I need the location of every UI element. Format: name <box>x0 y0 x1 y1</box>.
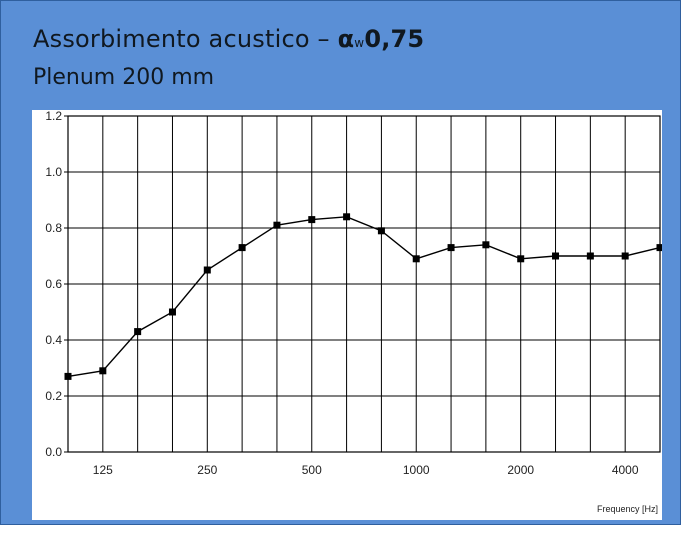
title-value: 0,75 <box>364 25 425 53</box>
x-tick-label: 1000 <box>403 463 430 477</box>
x-tick-label: 250 <box>197 463 217 477</box>
data-point-marker <box>482 241 490 249</box>
plot-area: 0.0 0.2 0.4 0.6 0.8 1.0 1.2 125 250 500 1000 2000 40… <box>32 110 662 520</box>
data-point-marker <box>203 266 211 274</box>
line-chart: 0.0 0.2 0.4 0.6 0.8 1.0 1.2 125 250 500 1000 2000 40… <box>45 110 662 514</box>
x-tick-label: 125 <box>93 463 113 477</box>
y-tick-label: 1.2 <box>45 110 62 123</box>
data-point-marker <box>552 252 560 260</box>
y-tick-label: 0.8 <box>45 221 62 235</box>
x-tick-label: 4000 <box>612 463 639 477</box>
y-tick-label: 1.0 <box>45 165 62 179</box>
y-tick-label: 0.2 <box>45 389 62 403</box>
y-tick-label: 0.0 <box>45 445 62 459</box>
plot-border <box>67 115 661 453</box>
data-point-marker <box>64 372 72 380</box>
x-tick-label: 2000 <box>507 463 534 477</box>
data-point-marker <box>99 367 107 375</box>
y-tick-label: 0.6 <box>45 277 62 291</box>
data-point-marker <box>377 227 385 235</box>
x-axis-title: Frequency [Hz] <box>597 504 658 514</box>
data-point-marker <box>343 213 351 221</box>
x-tick-label: 500 <box>302 463 322 477</box>
chart-title: Assorbimento acustico – αw0,75 <box>33 25 424 53</box>
data-point-marker <box>134 328 142 336</box>
title-prefix: Assorbimento acustico – <box>33 25 338 53</box>
data-point-marker <box>273 221 281 229</box>
data-point-marker <box>656 244 662 252</box>
data-point-marker <box>586 252 594 260</box>
alpha-symbol: α <box>337 25 355 53</box>
data-point-marker <box>447 244 455 252</box>
chart-subtitle: Plenum 200 mm <box>33 65 215 90</box>
data-point-marker <box>238 244 246 252</box>
series-line <box>67 216 661 378</box>
data-point-marker <box>621 252 629 260</box>
y-tick-label: 0.4 <box>45 333 62 347</box>
data-point-marker <box>168 308 176 316</box>
data-point-marker <box>308 216 316 224</box>
data-point-marker <box>412 255 420 263</box>
data-point-marker <box>517 255 525 263</box>
alpha-subscript: w <box>354 36 365 50</box>
